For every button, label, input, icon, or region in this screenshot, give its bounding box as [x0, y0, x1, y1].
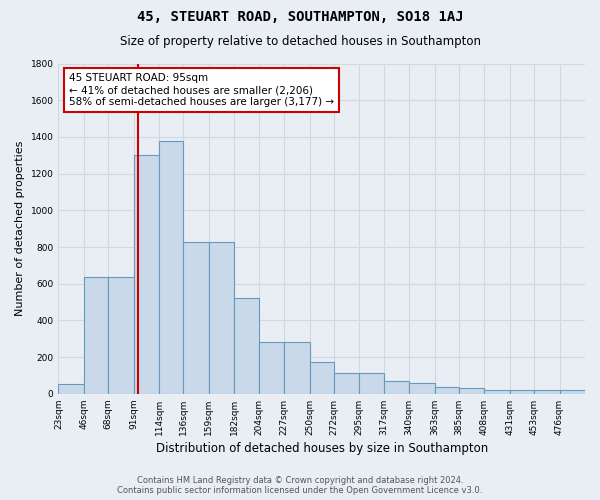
- Bar: [484, 390, 510, 394]
- Y-axis label: Number of detached properties: Number of detached properties: [15, 141, 25, 316]
- Bar: [159, 140, 184, 394]
- Bar: [359, 372, 383, 394]
- Bar: [58, 384, 84, 394]
- Bar: [334, 372, 359, 394]
- Bar: [108, 278, 134, 394]
- Text: Size of property relative to detached houses in Southampton: Size of property relative to detached ho…: [119, 35, 481, 48]
- X-axis label: Distribution of detached houses by size in Southampton: Distribution of detached houses by size …: [155, 442, 488, 455]
- Bar: [235, 298, 259, 394]
- Text: 45 STEUART ROAD: 95sqm
← 41% of detached houses are smaller (2,206)
58% of semi-: 45 STEUART ROAD: 95sqm ← 41% of detached…: [69, 74, 334, 106]
- Bar: [383, 381, 409, 394]
- Bar: [259, 342, 284, 394]
- Bar: [534, 390, 560, 394]
- Bar: [459, 388, 484, 394]
- Bar: [209, 242, 235, 394]
- Bar: [560, 390, 585, 394]
- Bar: [184, 242, 209, 394]
- Text: Contains HM Land Registry data © Crown copyright and database right 2024.
Contai: Contains HM Land Registry data © Crown c…: [118, 476, 482, 495]
- Bar: [310, 362, 334, 394]
- Bar: [84, 278, 108, 394]
- Bar: [284, 342, 310, 394]
- Bar: [134, 156, 159, 394]
- Bar: [434, 388, 459, 394]
- Text: 45, STEUART ROAD, SOUTHAMPTON, SO18 1AJ: 45, STEUART ROAD, SOUTHAMPTON, SO18 1AJ: [137, 10, 463, 24]
- Bar: [409, 383, 434, 394]
- Bar: [510, 390, 534, 394]
